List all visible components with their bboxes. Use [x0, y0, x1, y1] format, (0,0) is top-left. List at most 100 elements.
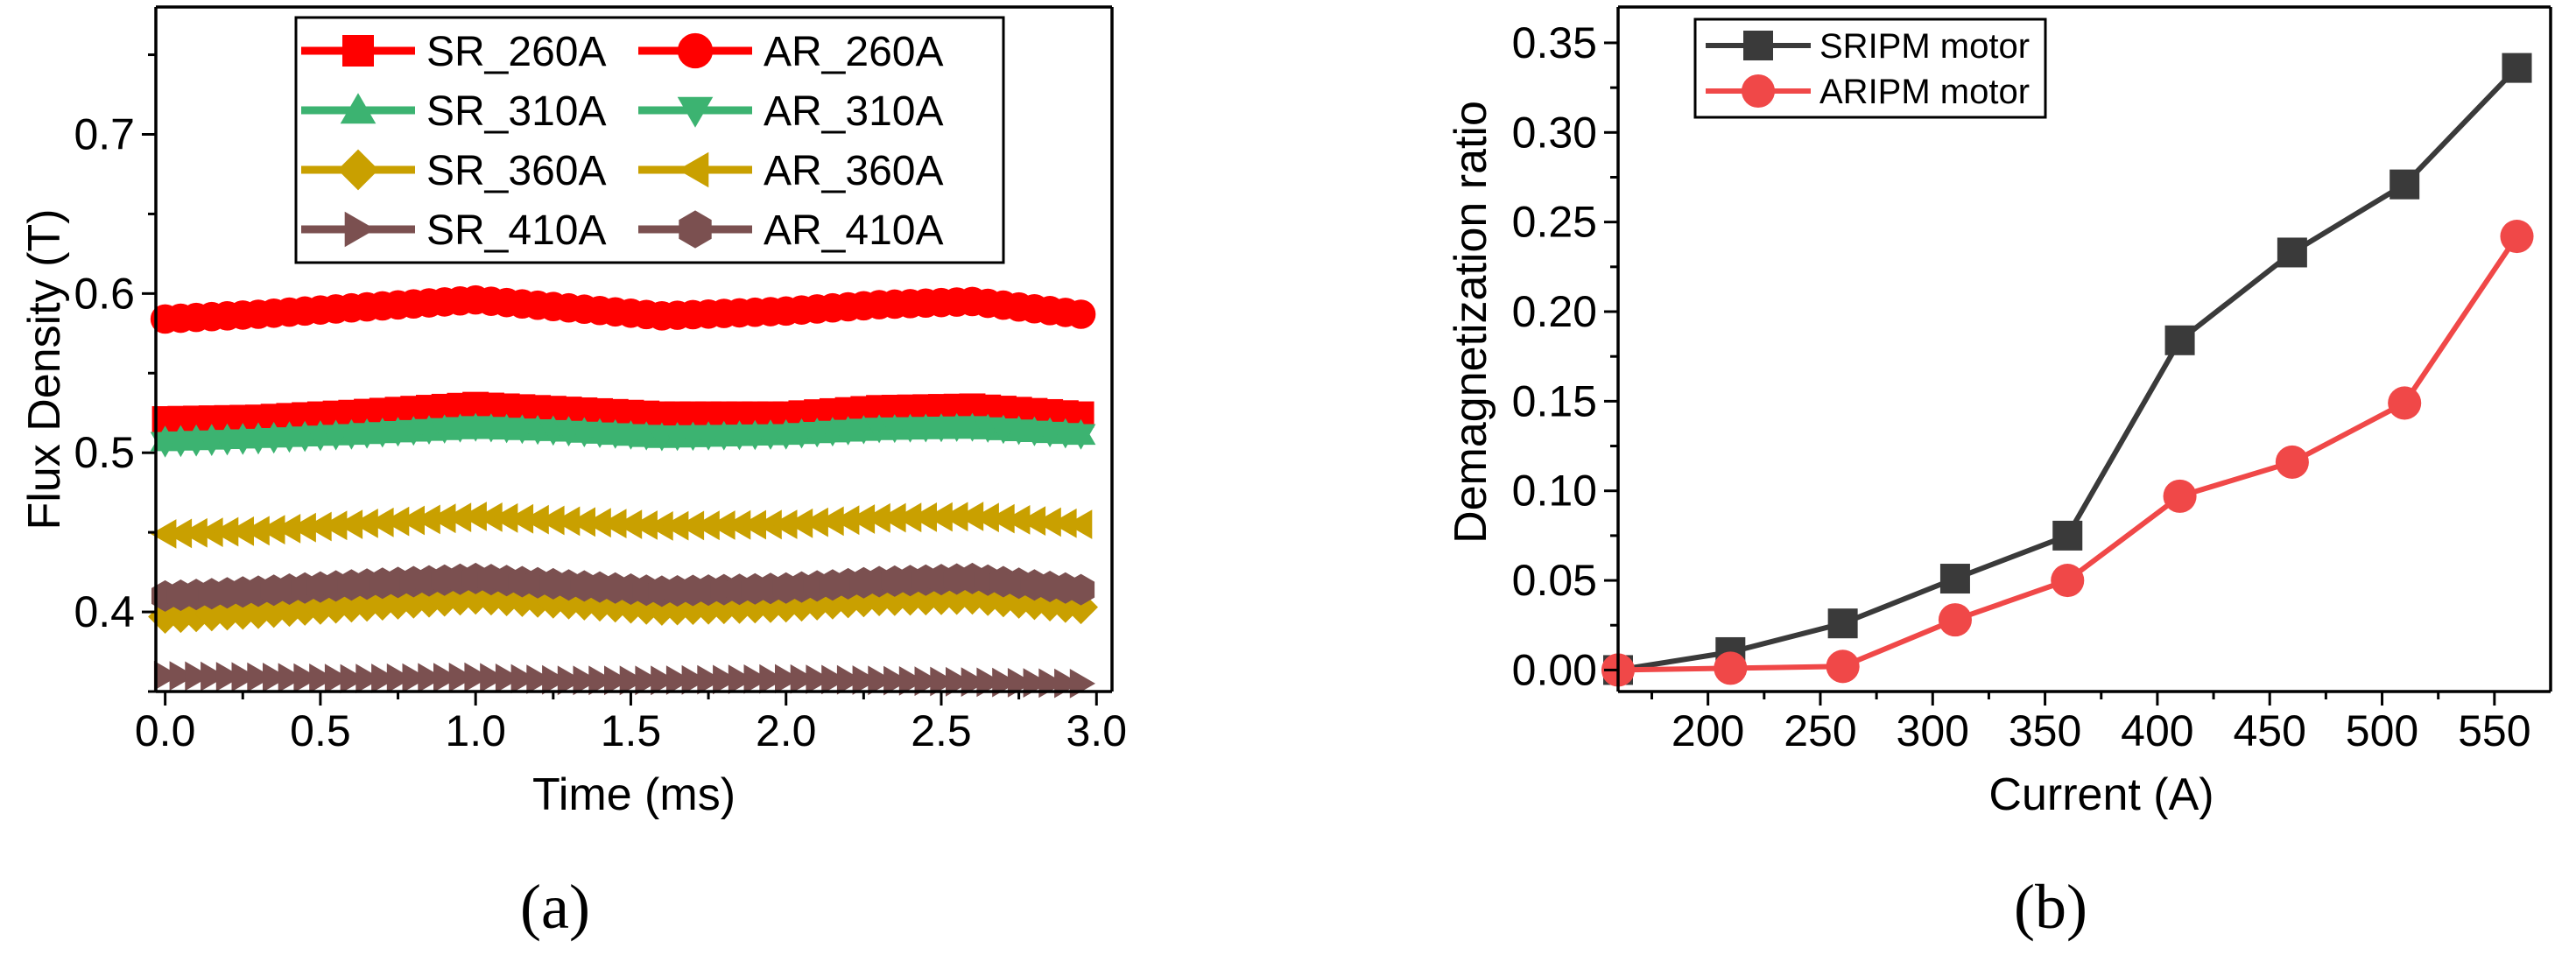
x-tick-label: 550: [2458, 706, 2530, 755]
point-SR_410A: [433, 663, 460, 692]
legend-label: AR_360A: [764, 148, 943, 194]
legend-item-SR_310A: SR_310A: [301, 88, 606, 135]
legend-marker-AR_310A: [677, 96, 714, 128]
point-SR_410A: [961, 667, 987, 697]
point-AR_360A: [926, 502, 953, 532]
point-SR_410A: [681, 664, 707, 695]
point-SR_410A: [185, 661, 211, 692]
y-tick-label: 0.15: [1512, 376, 1597, 425]
point-AR_360A: [165, 518, 193, 549]
point-SR_410A: [946, 666, 972, 697]
y-tick-label: 0.6: [74, 269, 135, 318]
legend-marker-SRIPM motor: [1743, 31, 1773, 60]
series-SR_410A: [153, 660, 1095, 699]
panel-a-legend: SR_260A AR_260A SR_310A AR_310A SR_360A AR_36…: [294, 16, 1005, 264]
point-SRIPM motor: [2502, 53, 2532, 83]
panel-a-xlabel: Time (ms): [532, 769, 735, 820]
legend-marker-SR_260A: [342, 35, 374, 67]
point-AR_360A: [958, 502, 984, 531]
point-SR_410A: [635, 665, 661, 696]
x-tick-label: 400: [2121, 706, 2193, 755]
legend-label: AR_410A: [764, 207, 943, 254]
legend-marker-AR_360A: [678, 151, 709, 188]
point-AR_360A: [259, 515, 285, 544]
panel-a-chart: SR_260A AR_260A SR_310A AR_310A SR_360A AR_36…: [19, 5, 1127, 942]
y-tick-label: 0.30: [1512, 108, 1597, 157]
y-tick-label: 0.7: [74, 109, 135, 158]
y-tick-label: 0.5: [74, 428, 135, 477]
series-AR_360A: [151, 502, 1093, 549]
panel-b-ylabel: Demagnetization ratio: [1446, 101, 1496, 544]
point-AR_360A: [523, 504, 549, 535]
point-SR_410A: [153, 660, 180, 691]
point-SR_410A: [883, 665, 910, 696]
series-AR_310A: [150, 416, 1096, 458]
point-SR_410A: [604, 665, 630, 696]
point-ARIPM motor: [2051, 564, 2085, 598]
point-AR_360A: [616, 509, 643, 539]
point-SR_410A: [215, 662, 242, 692]
legend-label: SR_310A: [426, 88, 606, 135]
point-SR_410A: [464, 662, 490, 692]
point-ARIPM motor: [2388, 386, 2422, 420]
point-AR_310A: [1066, 424, 1096, 450]
point-AR_360A: [911, 502, 937, 532]
point-AR_360A: [864, 502, 890, 533]
point-AR_360A: [476, 502, 503, 532]
panel-a-series-group: [148, 284, 1098, 699]
legend-item-SR_260A: SR_260A: [301, 29, 606, 75]
point-AR_360A: [880, 502, 906, 533]
x-tick-label: 1.0: [445, 706, 506, 755]
point-AR_360A: [663, 510, 689, 541]
x-tick-label: 300: [1897, 706, 1969, 755]
point-AR_360A: [384, 506, 410, 537]
point-AR_360A: [693, 510, 720, 541]
point-AR_360A: [368, 507, 394, 537]
x-tick-label: 500: [2346, 706, 2418, 755]
point-AR_360A: [818, 506, 844, 537]
point-AR_360A: [398, 505, 425, 536]
point-AR_360A: [973, 502, 999, 533]
point-SR_410A: [402, 663, 428, 693]
point-AR_360A: [848, 504, 876, 534]
panel-a-ylabel: Flux Density (T): [19, 209, 70, 530]
point-SR_410A: [340, 664, 366, 694]
point-AR_360A: [1004, 505, 1031, 535]
point-AR_360A: [414, 504, 440, 535]
point-SR_410A: [651, 665, 677, 696]
legend-item-SR_410A: SR_410A: [301, 207, 606, 254]
x-tick-label: 350: [2009, 706, 2081, 755]
point-AR_360A: [989, 503, 1015, 534]
point-AR_360A: [197, 517, 223, 547]
point-AR_360A: [740, 509, 766, 540]
point-SR_410A: [495, 664, 522, 693]
point-SR_410A: [759, 664, 785, 694]
legend-item-AR_260A: AR_260A: [638, 29, 943, 75]
point-SRIPM motor: [1939, 564, 1970, 594]
x-tick-label: 0.0: [135, 706, 196, 755]
point-SR_410A: [1069, 669, 1095, 699]
point-AR_360A: [1051, 508, 1077, 538]
point-AR_360A: [569, 507, 595, 537]
legend-label: AR_310A: [764, 88, 943, 135]
point-SR_410A: [309, 664, 335, 693]
point-SR_410A: [355, 664, 382, 694]
point-AR_360A: [213, 516, 239, 547]
point-AR_360A: [1019, 506, 1046, 536]
point-AR_360A: [585, 508, 611, 538]
point-SR_410A: [914, 666, 940, 697]
panel-a-caption: (a): [520, 872, 590, 942]
point-AR_360A: [538, 505, 565, 536]
point-SR_410A: [526, 664, 553, 694]
point-SR_410A: [293, 663, 320, 693]
point-AR_410A: [1067, 573, 1095, 606]
point-AR_360A: [554, 506, 581, 537]
point-AR_360A: [290, 512, 316, 543]
legend-box: [294, 16, 1005, 264]
point-SR_410A: [976, 667, 1003, 698]
legend-label: SR_360A: [426, 148, 606, 194]
series-line-ARIPM motor: [1617, 235, 2519, 673]
x-tick-label: 0.5: [290, 706, 351, 755]
point-AR_260A: [1066, 299, 1096, 329]
x-tick-label: 1.5: [601, 706, 662, 755]
